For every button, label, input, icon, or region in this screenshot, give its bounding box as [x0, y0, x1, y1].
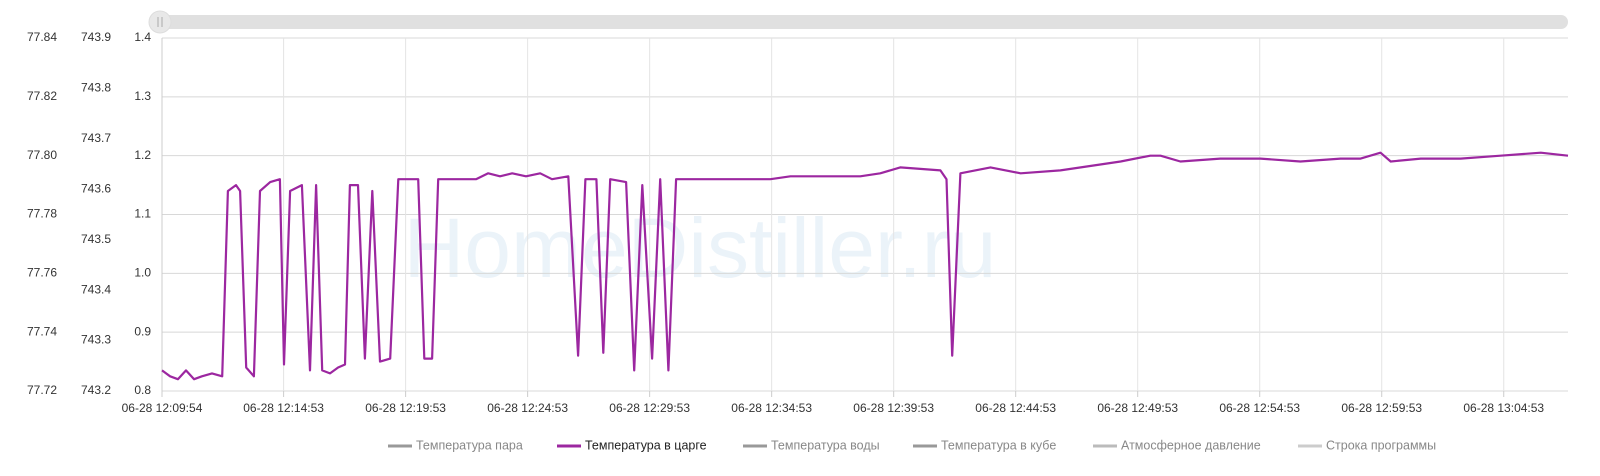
y-tick-label: 1.2: [134, 148, 151, 162]
slider-handle[interactable]: [148, 10, 172, 34]
x-tick-label: 06-28 12:54:53: [1219, 401, 1300, 415]
series-line: [161, 151, 1569, 381]
range-slider[interactable]: [150, 15, 1568, 29]
x-tick-label: 06-28 12:09:54: [122, 401, 203, 415]
y-tick-label: 77.76: [27, 266, 57, 280]
y-tick-label: 743.8: [81, 81, 111, 95]
legend-label: Температура пара: [416, 438, 523, 452]
x-tick-label: 06-28 12:34:53: [731, 401, 812, 415]
y-tick-label: 743.7: [81, 131, 111, 145]
y-tick-label: 77.82: [27, 89, 57, 103]
legend-label: Строка программы: [1326, 438, 1436, 452]
x-tick-label: 06-28 12:59:53: [1341, 401, 1422, 415]
legend-label: Температура в кубе: [941, 438, 1056, 452]
watermark: HomeDistiller.ru: [404, 201, 997, 295]
legend-item[interactable]: Строка программы: [1298, 438, 1436, 452]
x-tick-label: 06-28 12:19:53: [365, 401, 446, 415]
y-tick-label: 743.5: [81, 232, 111, 246]
legend-item[interactable]: Атмосферное давление: [1093, 438, 1261, 452]
legend-item[interactable]: Температура в кубе: [913, 438, 1056, 452]
legend-item[interactable]: Температура воды: [743, 438, 880, 452]
y-tick-label: 743.4: [81, 282, 111, 296]
y-tick-label: 1.4: [134, 30, 151, 44]
y-tick-label: 1.0: [134, 266, 151, 280]
y-tick-label: 77.72: [27, 383, 57, 397]
x-tick-label: 06-28 12:29:53: [609, 401, 690, 415]
legend-item[interactable]: Температура пара: [388, 438, 523, 452]
plot: [161, 151, 1569, 381]
y-tick-label: 0.8: [134, 383, 151, 397]
legend: Температура пара Температура в царге Темпе…: [388, 438, 1436, 452]
x-tick-label: 06-28 13:04:53: [1463, 401, 1544, 415]
legend-label: Температура воды: [771, 438, 880, 452]
y-tick-label: 743.2: [81, 383, 111, 397]
x-tick-label: 06-28 12:44:53: [975, 401, 1056, 415]
y-tick-label: 77.80: [27, 148, 57, 162]
x-tick-label: 06-28 12:49:53: [1097, 401, 1178, 415]
y-tick-label: 743.9: [81, 30, 111, 44]
y-tick-label: 77.78: [27, 207, 57, 221]
y-tick-label: 77.74: [27, 324, 57, 338]
legend-label: Температура в царге: [585, 438, 707, 452]
x-tick-label: 06-28 12:39:53: [853, 401, 934, 415]
y-tick-label: 743.3: [81, 333, 111, 347]
legend-item[interactable]: Температура в царге: [557, 438, 707, 452]
x-tick-label: 06-28 12:24:53: [487, 401, 568, 415]
y-tick-label: 743.6: [81, 181, 111, 195]
y-tick-label: 1.1: [134, 207, 151, 221]
legend-label: Атмосферное давление: [1121, 438, 1261, 452]
y-tick-label: 77.84: [27, 30, 57, 44]
y-tick-label: 0.9: [134, 324, 151, 338]
y-tick-label: 1.3: [134, 89, 151, 103]
x-tick-label: 06-28 12:14:53: [243, 401, 324, 415]
